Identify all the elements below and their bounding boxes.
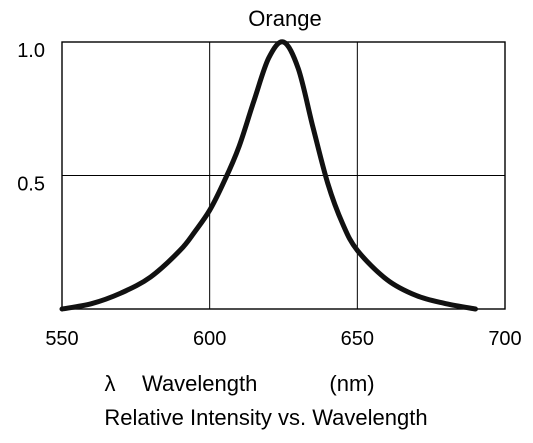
x-axis-unit: (nm) xyxy=(329,371,374,396)
grid xyxy=(62,42,505,309)
tick-labels: 550 600 650 700 0.5 1.0 xyxy=(17,40,522,350)
x-tick-label: 700 xyxy=(488,328,521,350)
x-tick-label: 600 xyxy=(193,328,226,350)
x-axis-label: Wavelength xyxy=(142,371,257,396)
x-axis-symbol: λ xyxy=(105,371,116,396)
x-tick-label: 650 xyxy=(341,328,374,350)
chart-caption: Relative Intensity vs. Wavelength xyxy=(104,405,427,430)
y-tick-label: 0.5 xyxy=(17,174,45,196)
series-line xyxy=(59,39,478,312)
y-tick-label: 1.0 xyxy=(17,40,45,62)
x-tick-label: 550 xyxy=(45,328,78,350)
chart-title: Orange xyxy=(248,6,321,31)
